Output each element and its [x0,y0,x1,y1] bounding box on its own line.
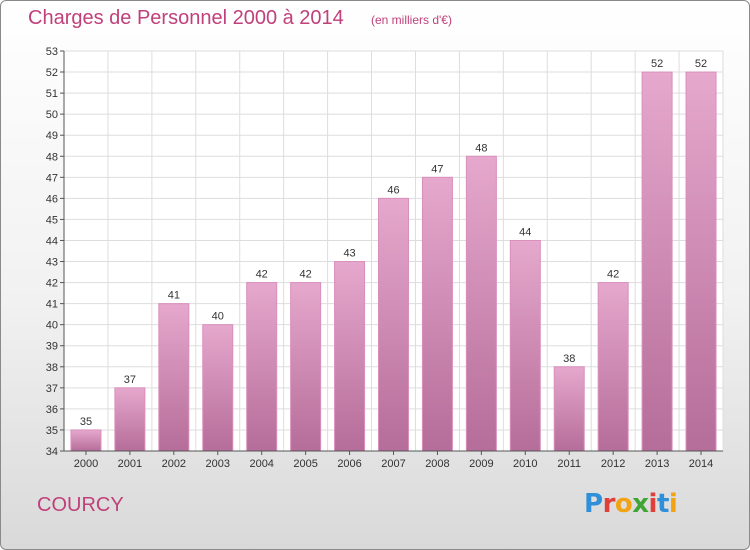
y-tick-label: 44 [46,235,58,247]
bar-2012 [597,282,629,452]
logo-letter: i [668,489,678,519]
data-label: 42 [607,269,619,281]
bar-2004 [246,282,278,452]
y-tick-label: 46 [46,193,58,205]
bar-2000 [70,429,102,452]
data-label: 52 [695,58,707,70]
x-tick-label: 2013 [645,458,669,470]
data-label: 52 [651,58,663,70]
y-tick-label: 43 [46,257,58,269]
data-label: 42 [256,269,268,281]
y-tick-label: 45 [46,214,58,226]
data-label: 48 [475,142,487,154]
data-label: 38 [563,353,575,365]
logo-letter: x [632,489,649,519]
y-tick-label: 48 [46,151,58,163]
y-tick-label: 50 [46,109,58,121]
chart-subtitle: (en milliers d'€) [371,13,452,27]
commune-name: COURCY [37,494,124,516]
logo-letter: o [614,489,633,519]
data-label: 40 [212,311,224,323]
logo-letter: t [656,489,669,519]
bar-2002 [158,303,190,452]
x-tick-label: 2011 [557,458,581,470]
x-tick-label: 2009 [469,458,493,470]
x-tick-label: 2003 [206,458,230,470]
data-label: 43 [343,248,355,260]
logo-letter: P [584,489,603,519]
y-tick-label: 37 [46,383,58,395]
bar-2013 [641,71,673,452]
bar-2011 [553,366,585,452]
x-tick-label: 2007 [381,458,405,470]
axes: 34 35 36 37 38 39 40 41 42 43 44 45 46 47 48 49 50 51 52 53… [46,46,723,470]
y-tick-label: 52 [46,67,58,79]
y-tick-label: 47 [46,172,58,184]
y-tick-label: 34 [46,446,58,458]
chart-title: Charges de Personnel 2000 à 2014 [28,7,344,29]
y-tick-label: 40 [46,320,58,332]
x-tick-label: 2000 [74,458,98,470]
y-tick-label: 53 [46,46,58,58]
data-label: 44 [519,226,531,238]
x-tick-label: 2014 [689,458,713,470]
y-tick-label: 42 [46,278,58,290]
x-tick-label: 2002 [162,458,186,470]
bar-2008 [421,176,453,452]
y-tick-label: 35 [46,425,58,437]
bar-2009 [465,155,497,452]
bar-2006 [334,261,366,452]
x-tick-label: 2012 [601,458,625,470]
y-tick-label: 36 [46,404,58,416]
x-tick-label: 2010 [513,458,537,470]
data-label: 41 [168,290,180,302]
x-tick-label: 2008 [425,458,449,470]
bar-2014 [685,71,717,452]
logo-letter: i [648,489,658,519]
bar-2007 [378,197,409,452]
data-label: 42 [300,269,312,281]
x-tick-label: 2004 [249,458,273,470]
y-tick-label: 51 [46,88,58,100]
data-label: 46 [387,184,399,196]
x-tick-label: 2006 [337,458,361,470]
data-label: 35 [80,416,92,428]
logo-letter: r [602,489,616,519]
y-tick-label: 38 [46,362,58,374]
y-tick-label: 39 [46,341,58,353]
y-tick-label: 41 [46,299,58,311]
data-label: 47 [431,163,443,175]
x-tick-label: 2001 [118,458,142,470]
proxiti-logo[interactable]: Proxiti [584,489,678,519]
bar-2001 [114,387,146,452]
y-tick-label: 49 [46,130,58,142]
data-label: 37 [124,374,136,386]
bar-2005 [290,282,322,452]
x-tick-label: 2005 [293,458,317,470]
bar-2003 [202,324,234,452]
bars: 35 37 41 40 42 42 43 46 47 48 44 38 42 52 52 [70,58,717,452]
bar-2010 [509,239,541,452]
